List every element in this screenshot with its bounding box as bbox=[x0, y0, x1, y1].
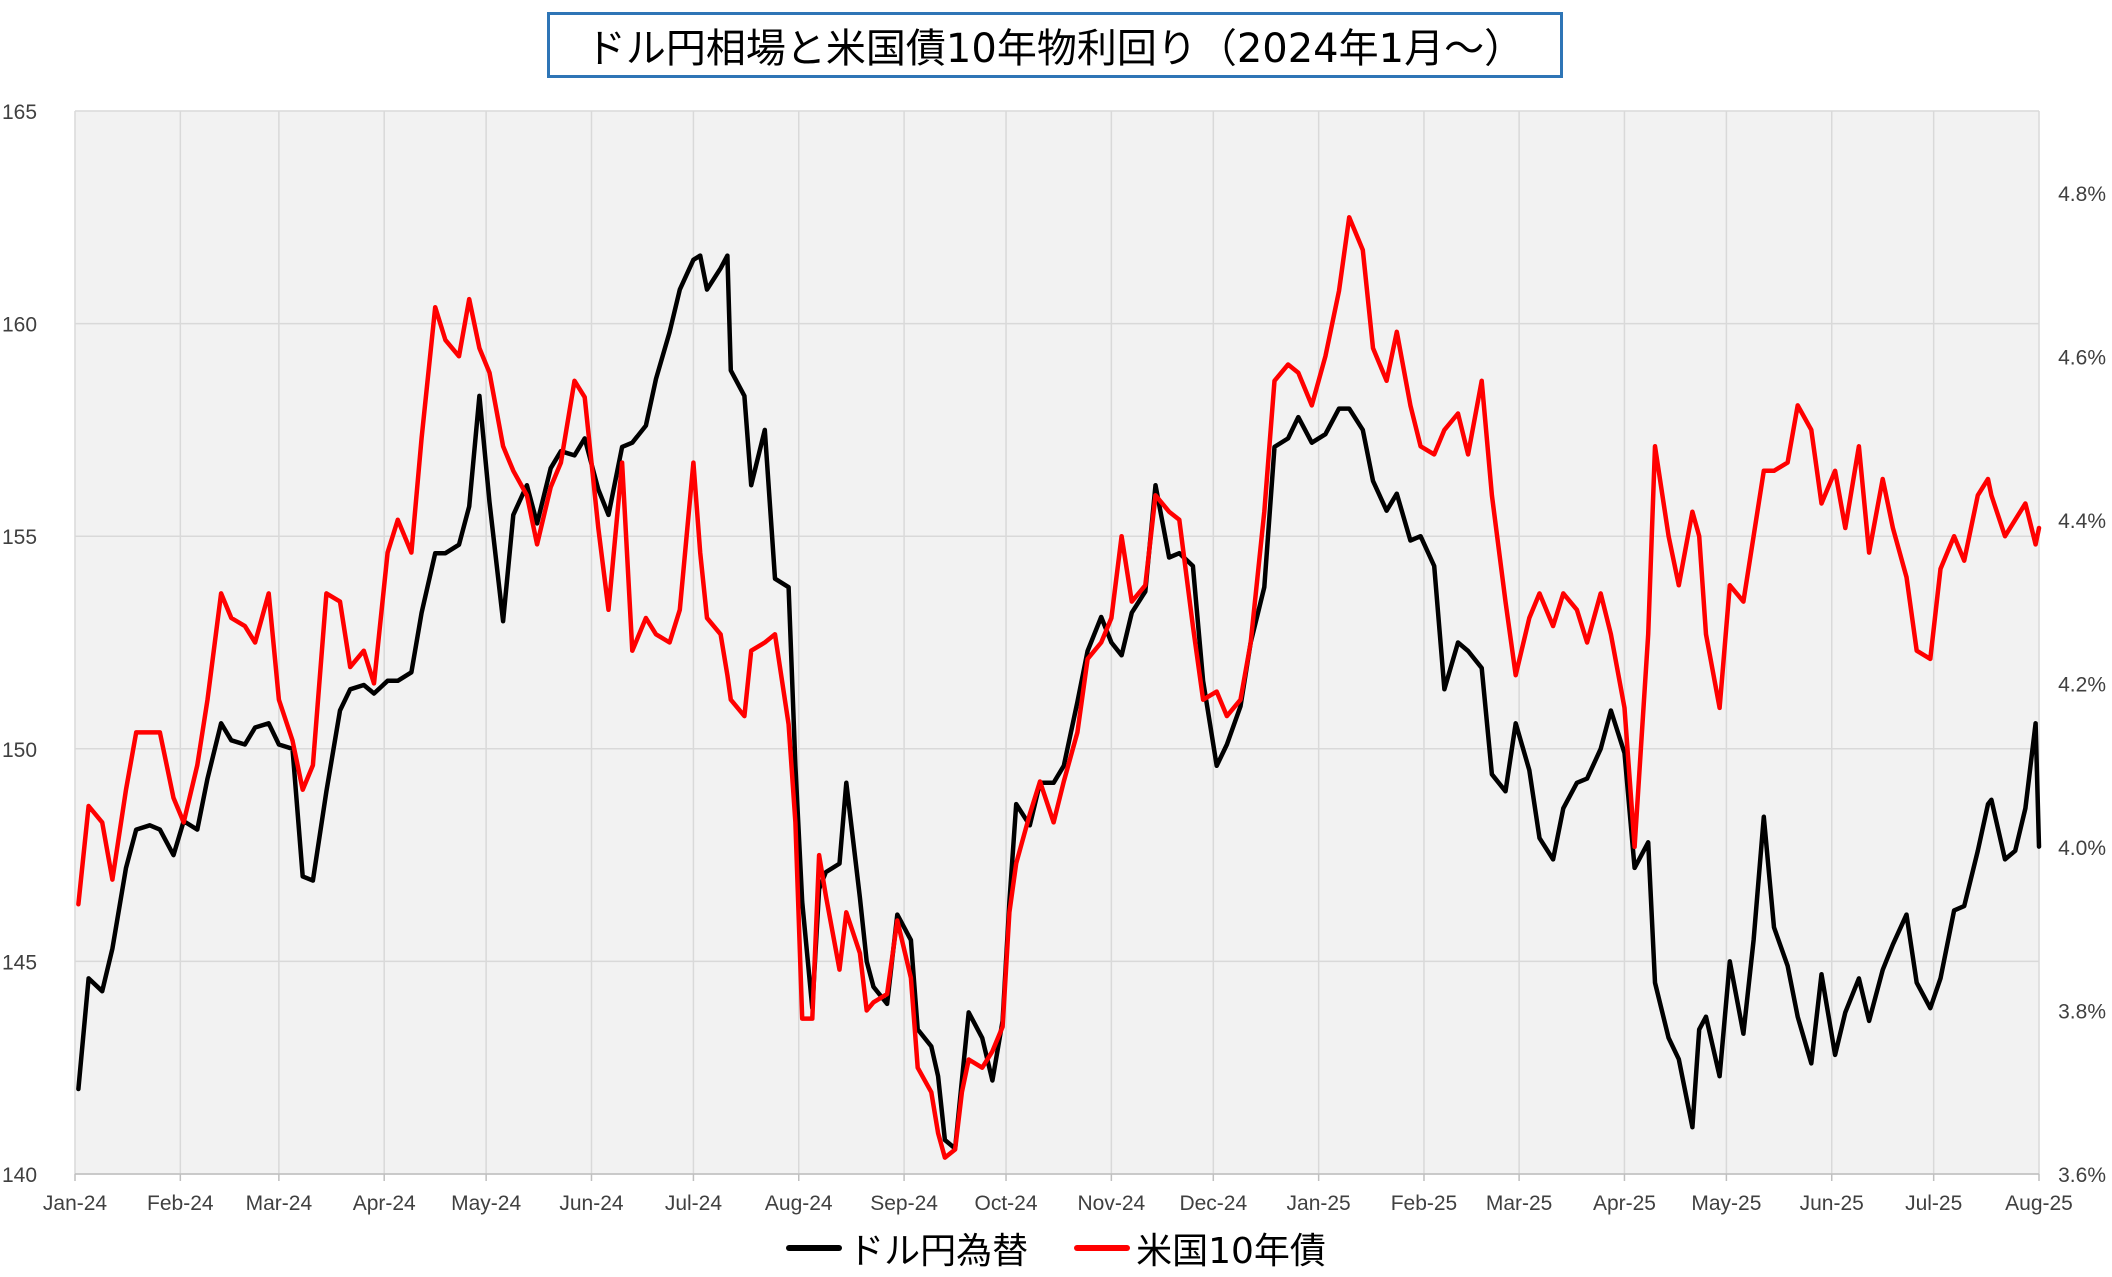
legend-item-usdjpy: ドル円為替 bbox=[786, 1222, 1028, 1274]
usdjpy-line bbox=[76, 253, 2042, 1151]
x-tick-label: Dec-24 bbox=[1179, 1192, 1247, 1215]
ust10y-line bbox=[76, 215, 2042, 1160]
x-tick-label: Jan-25 bbox=[1287, 1192, 1351, 1215]
y-axis-left: 140 145 150 155 160 165 bbox=[2, 101, 37, 1187]
y-left-tick-label: 150 bbox=[2, 739, 37, 762]
y-right-tick-label: 3.6% bbox=[2058, 1164, 2106, 1187]
legend-label-usdjpy: ドル円為替 bbox=[848, 1231, 1029, 1272]
y-right-tick-label: 4.6% bbox=[2058, 346, 2106, 369]
y-right-tick-label: 4.4% bbox=[2058, 510, 2106, 533]
x-tick-label: Jun-24 bbox=[559, 1192, 624, 1215]
x-tick-label: Feb-24 bbox=[147, 1192, 214, 1215]
y-axis-right: 3.6% 3.8% 4.0% 4.2% 4.4% 4.6% 4.8% bbox=[2058, 183, 2106, 1187]
x-tick-label: Jun-25 bbox=[1800, 1192, 1864, 1215]
x-axis: Jan-24 Feb-24 Mar-24 Apr-24 May-24 Jun-24 Jul-… bbox=[43, 1173, 2073, 1215]
series-lines bbox=[76, 215, 2042, 1160]
legend: ドル円為替 米国10年債 bbox=[0, 1222, 2112, 1274]
x-tick-label: May-25 bbox=[1691, 1192, 1761, 1215]
y-right-tick-label: 3.8% bbox=[2058, 1000, 2106, 1023]
x-tick-label: Mar-24 bbox=[246, 1192, 313, 1215]
legend-swatch-ust10y bbox=[1074, 1245, 1131, 1251]
plot-area bbox=[75, 111, 2039, 1174]
legend-label-ust10y: 米国10年債 bbox=[1136, 1231, 1326, 1272]
x-tick-label: Sep-24 bbox=[870, 1192, 938, 1215]
x-tick-label: Jul-24 bbox=[665, 1192, 723, 1215]
y-left-tick-label: 140 bbox=[2, 1164, 37, 1187]
x-tick-label: Feb-25 bbox=[1391, 1192, 1458, 1215]
x-tick-label: Oct-24 bbox=[975, 1192, 1038, 1215]
legend-swatch-usdjpy bbox=[786, 1245, 843, 1251]
x-tick-label: Jul-25 bbox=[1905, 1192, 1962, 1215]
x-tick-label: Mar-25 bbox=[1486, 1192, 1553, 1215]
x-tick-label: Aug-24 bbox=[765, 1192, 833, 1215]
x-tick-label: Jan-24 bbox=[43, 1192, 108, 1215]
y-right-tick-label: 4.8% bbox=[2058, 183, 2106, 206]
chart-title: ドル円相場と米国債10年物利回り（2024年1月～） bbox=[547, 12, 1563, 78]
y-left-tick-label: 160 bbox=[2, 314, 37, 337]
x-tick-label: Nov-24 bbox=[1078, 1192, 1146, 1215]
y-left-tick-label: 155 bbox=[2, 526, 37, 549]
y-left-tick-label: 165 bbox=[2, 101, 37, 124]
x-tick-label: May-24 bbox=[451, 1192, 521, 1215]
legend-item-ust10y: 米国10年債 bbox=[1074, 1222, 1326, 1274]
y-right-tick-label: 4.0% bbox=[2058, 837, 2106, 860]
x-tick-label: Apr-24 bbox=[353, 1192, 416, 1215]
y-left-tick-label: 145 bbox=[2, 951, 37, 974]
x-tick-label: Aug-25 bbox=[2005, 1192, 2073, 1215]
x-tick-label: Apr-25 bbox=[1593, 1192, 1656, 1215]
y-right-tick-label: 4.2% bbox=[2058, 673, 2106, 696]
